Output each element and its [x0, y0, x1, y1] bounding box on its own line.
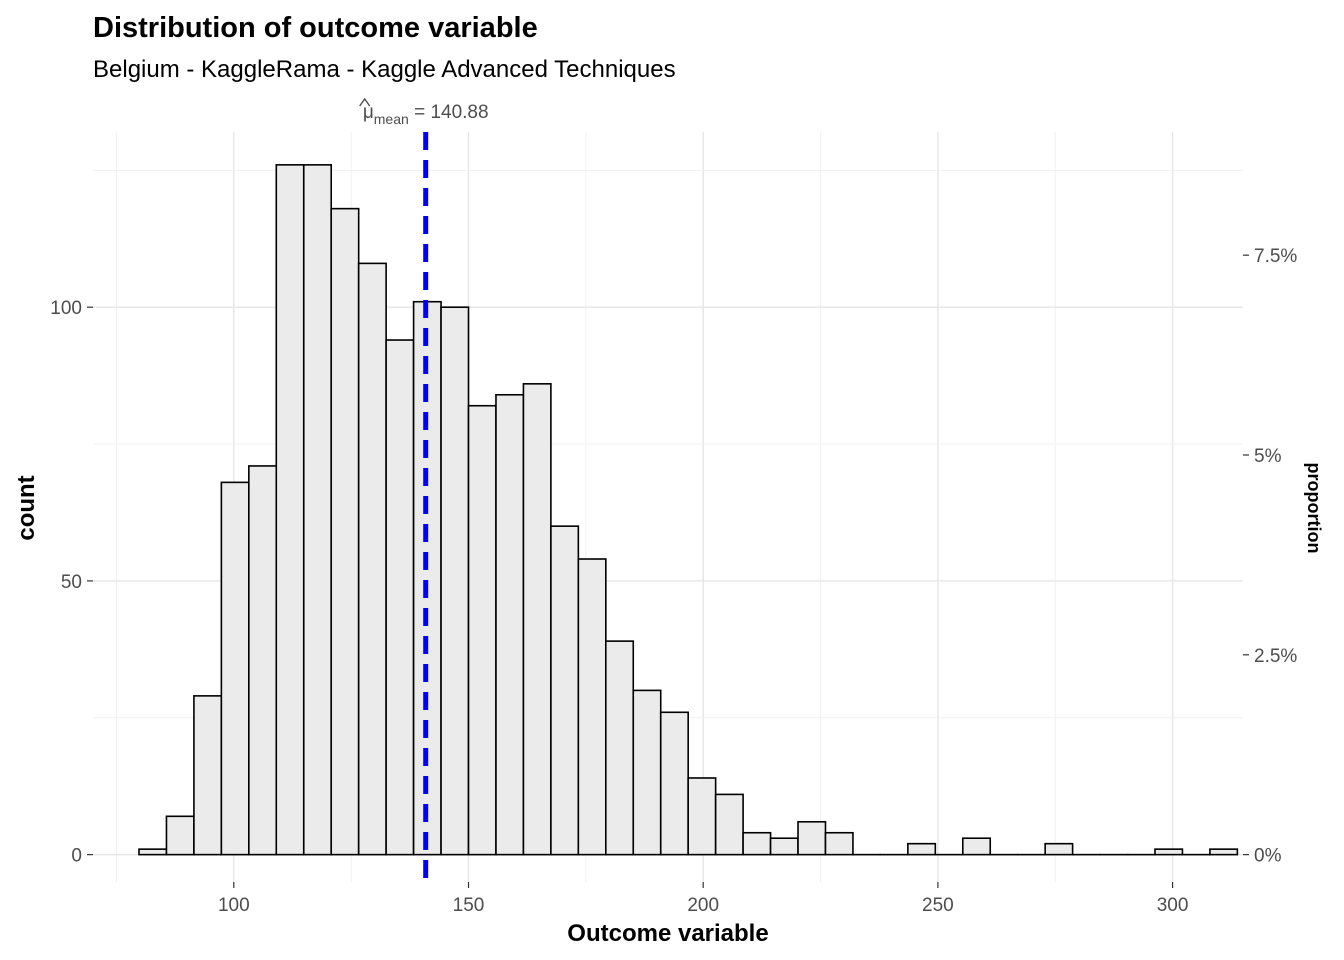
x-tick-label: 100: [218, 895, 250, 916]
histogram-bar: [522, 383, 552, 856]
histogram-bar: [797, 820, 827, 856]
mean-hat-mark: [359, 97, 371, 107]
histogram-bar: [687, 777, 717, 856]
histogram-bar: [605, 640, 635, 856]
histogram-bar: [1209, 848, 1239, 856]
y2-tick-label: 5%: [1254, 446, 1282, 467]
histogram-bar: [138, 848, 168, 856]
histogram-bar: [742, 831, 772, 856]
chart-subtitle: Belgium - KaggleRama - Kaggle Advanced T…: [93, 56, 676, 83]
histogram-bar: [907, 842, 937, 856]
histogram-bar: [357, 262, 387, 856]
x-tick-label: 250: [922, 895, 954, 916]
histogram-bar: [659, 711, 689, 856]
x-tick-label: 150: [453, 895, 485, 916]
y-tick-label: 50: [61, 572, 82, 593]
histogram-bars: [138, 164, 1239, 856]
x-tick-label: 300: [1157, 895, 1189, 916]
histogram-bar: [165, 815, 195, 856]
mean-line-group: μmean = 140.88: [359, 97, 489, 882]
histogram-bar: [495, 393, 525, 856]
y2-tick-label: 2.5%: [1254, 646, 1297, 667]
y-tick-label: 100: [50, 298, 82, 319]
y-axis-title: count: [13, 475, 40, 540]
y2-tick-label: 7.5%: [1254, 246, 1297, 267]
histogram-bar: [193, 695, 223, 856]
secondary-y-axis-ticks: 0% 2.5% 5% 7.5%: [1243, 246, 1297, 867]
histogram-bar: [385, 339, 415, 856]
histogram-bar: [1044, 842, 1074, 856]
y-tick-label: 0: [71, 846, 82, 867]
histogram-bar: [961, 837, 992, 856]
histogram-bar: [440, 306, 470, 856]
histogram-bar: [769, 837, 799, 856]
histogram-bar: [248, 465, 278, 856]
histogram-bar: [220, 481, 250, 856]
chart-title: Distribution of outcome variable: [93, 12, 538, 44]
histogram-bar: [632, 689, 662, 856]
y2-tick-label: 0%: [1254, 846, 1282, 867]
histogram-bar: [577, 558, 607, 856]
histogram-bar: [1154, 848, 1184, 856]
histogram-bar: [302, 164, 333, 856]
histogram-bar: [550, 525, 580, 856]
x-tick-label: 200: [687, 895, 719, 916]
histogram-bar: [330, 207, 360, 856]
secondary-y-axis-title: proportion: [1304, 463, 1324, 554]
histogram-bar: [824, 831, 854, 856]
x-axis-title: Outcome variable: [567, 920, 768, 947]
mean-label: μmean = 140.88: [363, 102, 489, 127]
histogram-bar: [467, 404, 497, 856]
histogram-bar: [275, 164, 305, 856]
y-axis-ticks: 0 50 100: [50, 298, 93, 867]
x-axis-ticks: 100 150 200 250 300: [218, 882, 1188, 916]
histogram-bar: [714, 793, 744, 856]
